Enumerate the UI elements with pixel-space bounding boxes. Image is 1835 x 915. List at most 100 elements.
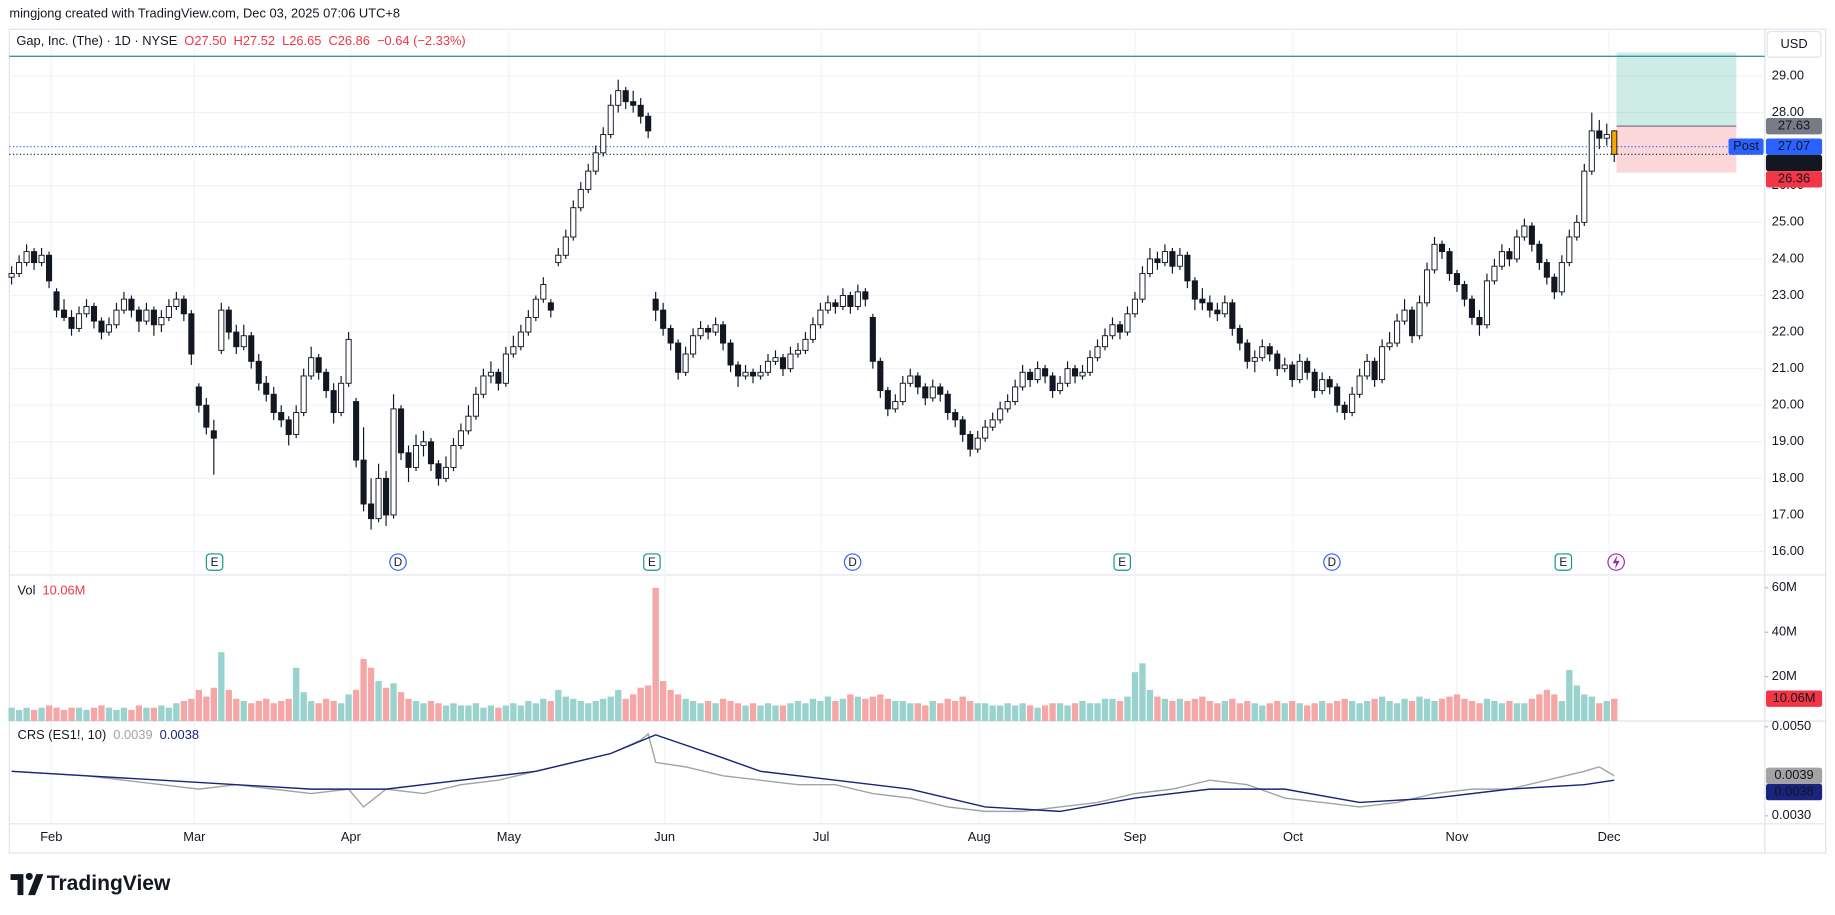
candle-body [90, 306, 98, 322]
volume-bar [495, 707, 502, 722]
volume-bar [674, 694, 682, 722]
brand-name: TradingView [47, 872, 171, 895]
candle-body [1409, 309, 1416, 337]
volume-bar [1086, 703, 1094, 722]
candle-body [1169, 251, 1176, 267]
candle-body [824, 302, 831, 311]
currency-box[interactable] [1766, 30, 1822, 58]
price-label: 26.86 [1778, 154, 1810, 169]
x-tick-label: Apr [341, 829, 362, 844]
candle-body [465, 415, 472, 432]
candle-body [1139, 273, 1146, 300]
price-label-box [1765, 690, 1823, 707]
volume-bar [1064, 705, 1071, 722]
volume-bar [1423, 698, 1431, 722]
volume-bar [1259, 705, 1266, 722]
candle-body [705, 327, 712, 333]
candle-body [1483, 280, 1490, 326]
volume-bar [772, 705, 779, 722]
volume-bar [667, 689, 674, 722]
volume-bar [944, 698, 951, 722]
x-tick-label: Nov [1446, 829, 1469, 844]
x-tick-label: Dec [1598, 829, 1621, 844]
candle-body [195, 386, 202, 406]
candle-body [847, 295, 854, 307]
candle-body [1101, 335, 1109, 348]
volume-bar [607, 696, 614, 722]
event-marker[interactable] [1323, 553, 1341, 571]
event-marker[interactable] [389, 553, 407, 571]
volume-bar [75, 707, 83, 722]
candle-body [1536, 243, 1543, 264]
volume-bar [203, 696, 210, 722]
volume-bar [824, 696, 832, 722]
volume-bar [570, 698, 577, 722]
frame [8, 28, 1827, 854]
volume-bar [1296, 703, 1303, 722]
price-label: 0.0039 [1774, 767, 1813, 782]
candle-body [1049, 375, 1056, 392]
volume-bar [1363, 701, 1371, 722]
candle-body [248, 335, 255, 362]
volume-bar [330, 701, 337, 722]
candle-body [1326, 379, 1333, 388]
volume-bar [233, 698, 240, 722]
volume-bar [1131, 672, 1139, 722]
labels: Feb Mar Apr May Jun Jul Aug Sep Oct Nov Dec Gap, In… [16, 33, 1823, 844]
event-marker[interactable] [1113, 553, 1132, 571]
event-marker[interactable] [205, 553, 224, 571]
target-zone [1616, 52, 1737, 127]
candle-body [1199, 298, 1206, 304]
volume-bar [1281, 703, 1288, 722]
candle-body [1491, 265, 1498, 282]
volume-bar [1438, 698, 1446, 722]
event-marker[interactable] [843, 553, 862, 571]
volume-bar [1139, 663, 1146, 722]
y-tick-label: 0.0050 [1772, 718, 1811, 733]
volume-bar [1521, 703, 1528, 722]
volume-bar [1109, 698, 1116, 722]
candle-body [1588, 130, 1595, 172]
candle-body [794, 349, 801, 355]
volume-bar [1498, 703, 1506, 722]
x-tick-label: Feb [40, 829, 62, 844]
candle-body [442, 466, 450, 479]
candle-body [1034, 368, 1041, 381]
candle-body [1221, 302, 1228, 315]
y-tick-label: 21.00 [1772, 360, 1804, 375]
volume-title: Vol [18, 583, 36, 598]
y-tick-label: 60M [1772, 579, 1797, 594]
ohlc-value: −0.64 (−2.33%) [377, 33, 466, 48]
candle-body [1476, 316, 1483, 326]
volume-bar [412, 701, 420, 722]
volume-bar [1393, 703, 1401, 722]
candle-body [255, 360, 262, 384]
candle-body [1334, 386, 1341, 406]
volume-bar [1094, 703, 1101, 722]
volume-bar [23, 707, 30, 722]
overlays [9, 52, 1765, 173]
volume-bar [525, 701, 532, 722]
candle-body [240, 335, 247, 348]
volume-bar [472, 703, 480, 722]
volume-bar [345, 694, 352, 722]
candle-body [105, 324, 113, 333]
candle-body [23, 251, 30, 264]
candle-body [1184, 254, 1191, 282]
volume-bar [285, 698, 292, 722]
candle-body [278, 412, 285, 421]
event-marker[interactable] [643, 553, 661, 571]
candle-body [1558, 262, 1565, 293]
candle-body [1019, 371, 1026, 388]
volume-bar [427, 701, 435, 722]
candle-body [862, 291, 869, 300]
event-marker[interactable] [1554, 553, 1573, 571]
ohlc-value: L26.65 [282, 33, 321, 48]
volume-bar [937, 703, 944, 722]
volume-bar [615, 689, 622, 722]
volume-bar [592, 701, 599, 722]
volume-bar [1476, 703, 1483, 722]
volume-bar [158, 705, 165, 722]
volume-bar [749, 703, 757, 722]
flash-icon[interactable] [1607, 553, 1625, 571]
